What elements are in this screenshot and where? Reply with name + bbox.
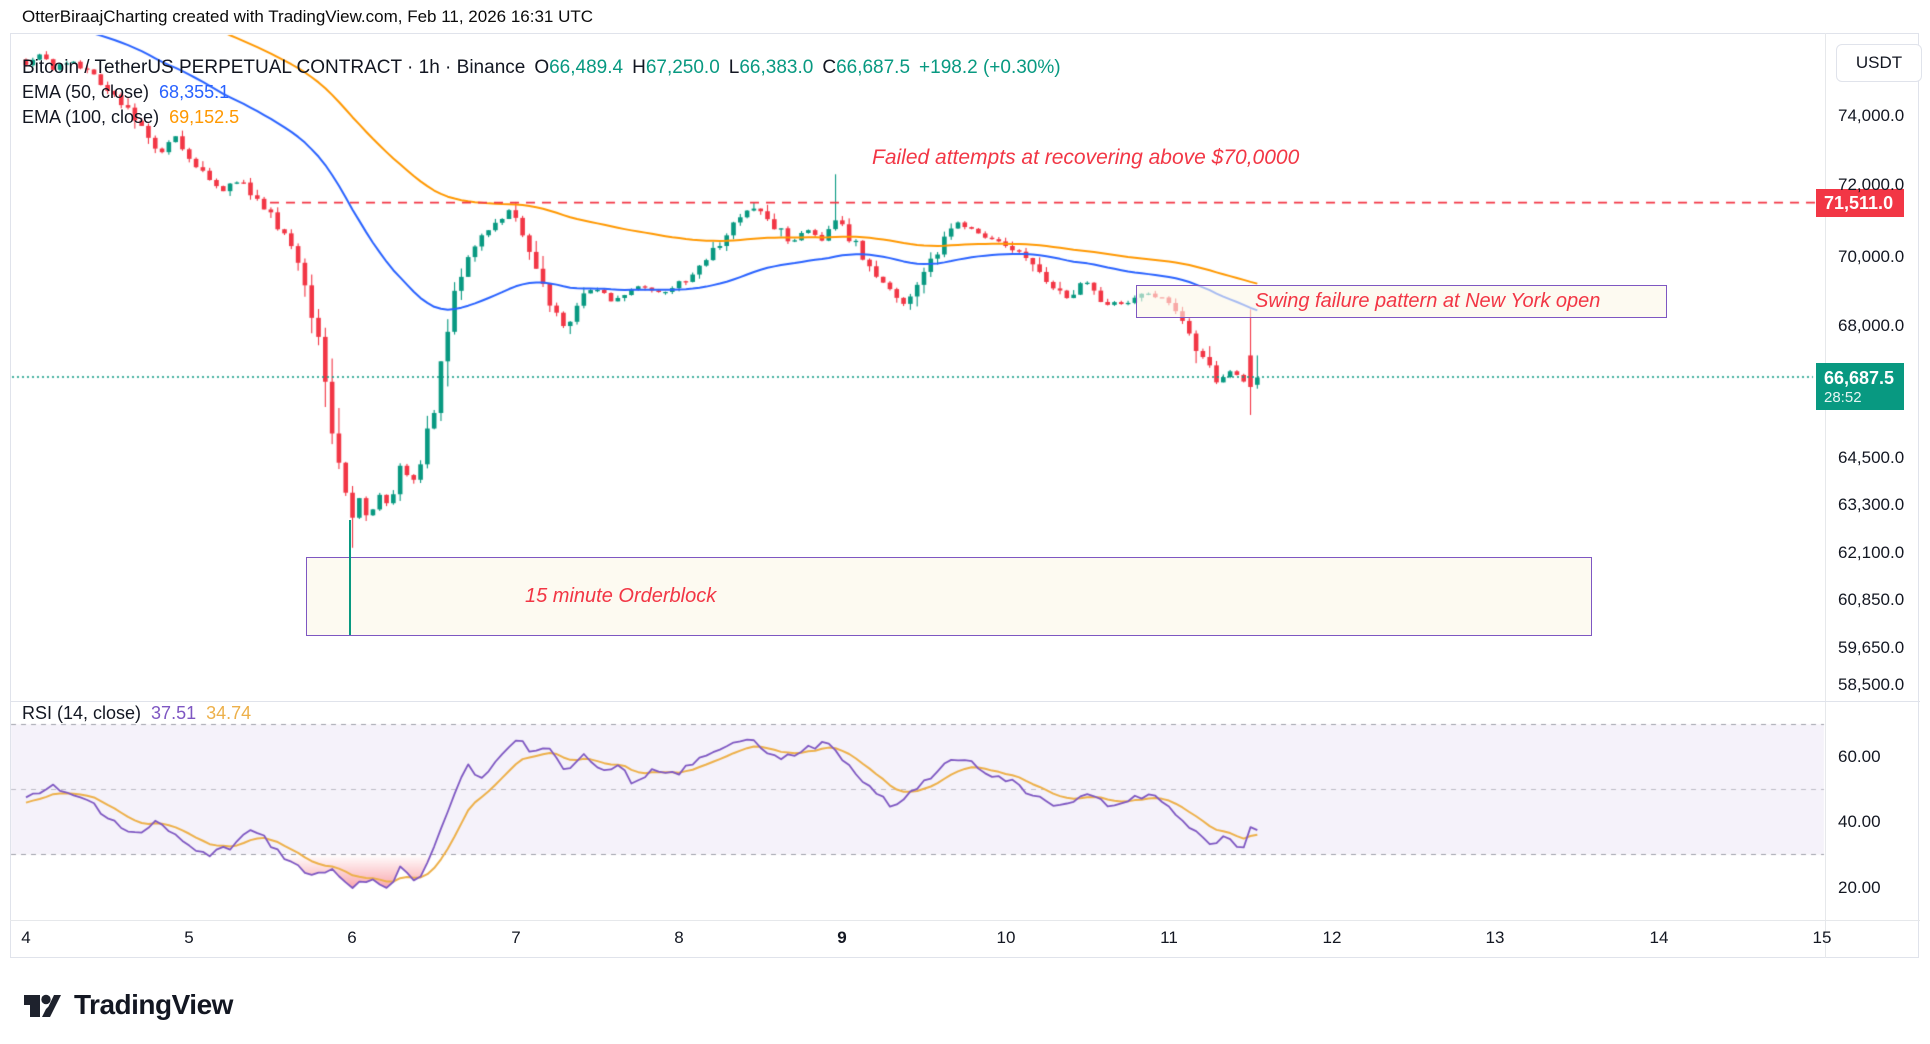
swing-failure-annotation: Swing failure pattern at New York open [1255, 290, 1601, 312]
high-letter: H [632, 57, 646, 78]
tradingview-logo-icon [24, 994, 61, 1017]
time-axis-label: 4 [21, 928, 31, 947]
price-axis-label: 74,000.0 [1838, 106, 1905, 125]
open-letter: O [534, 57, 550, 78]
price-axis-label: 64,500.0 [1838, 448, 1905, 467]
price-axis-label: 62,100.0 [1838, 543, 1905, 562]
pane-divider[interactable] [10, 701, 1920, 702]
price-axis-separator [1825, 33, 1826, 958]
rsi-axis-label: 40.00 [1838, 812, 1881, 831]
attribution-text: OtterBiraajCharting created with Trading… [22, 7, 594, 26]
tradingview-logo[interactable]: TradingView [20, 983, 233, 1027]
time-axis-divider [10, 920, 1920, 921]
low-letter: L [728, 57, 740, 78]
rsi-axis-label: 60.00 [1838, 747, 1881, 766]
symbol-title: Bitcoin / TetherUS PERPETUAL CONTRACT · … [22, 57, 526, 78]
rsi-label: RSI (14, close) [22, 703, 142, 723]
currency-axis-button[interactable]: USDT [1836, 44, 1922, 82]
close-letter: C [822, 57, 837, 78]
ema50-label: EMA (50, close) [22, 82, 150, 102]
rsi-ma-value: 34.74 [206, 703, 252, 723]
ema100-legend-row[interactable]: EMA (100, close) 69,152.5 [22, 106, 1061, 129]
failed-attempts-annotation[interactable]: Failed attempts at recovering above $70,… [872, 146, 1300, 169]
time-axis-label: 14 [1649, 928, 1669, 947]
ema100-label: EMA (100, close) [22, 107, 160, 127]
time-axis-label: 7 [511, 928, 521, 947]
change-value: +198.2 (+0.30%) [919, 57, 1061, 78]
price-axis-label: 63,300.0 [1838, 495, 1905, 514]
vertical-line-drawing[interactable] [349, 520, 351, 635]
price-axis-label: 72,000.0 [1838, 175, 1905, 194]
time-axis-label: 9 [837, 928, 847, 947]
open-value: 66,489.4 [549, 57, 624, 78]
price-axis-label: 60,850.0 [1838, 590, 1905, 609]
ema50-value: 68,355.1 [159, 82, 230, 102]
rsi-axis-label: 20.00 [1838, 878, 1881, 897]
ema50-legend-row[interactable]: EMA (50, close) 68,355.1 [22, 81, 1061, 104]
ema100-value: 69,152.5 [169, 107, 240, 127]
price-axis-label: 59,650.0 [1838, 638, 1905, 657]
chart-legend: Bitcoin / TetherUS PERPETUAL CONTRACT · … [22, 56, 1061, 129]
price-axis-label: 70,000.0 [1838, 247, 1905, 266]
time-axis-label: 12 [1322, 928, 1342, 947]
bar-countdown: 28:52 [1824, 388, 1862, 406]
orderblock-box[interactable]: 15 minute Orderblock [306, 557, 1592, 636]
resistance-price-tag: 71,511.0 [1816, 189, 1904, 217]
price-axis-label: 68,000.0 [1838, 316, 1905, 335]
close-value: 66,687.5 [836, 57, 911, 78]
symbol-legend-row[interactable]: Bitcoin / TetherUS PERPETUAL CONTRACT · … [22, 56, 1061, 79]
orderblock-annotation: 15 minute Orderblock [525, 585, 717, 607]
time-axis-label: 6 [347, 928, 357, 947]
swing-failure-box[interactable]: Swing failure pattern at New York open [1136, 285, 1667, 318]
resistance-price-value: 71,511.0 [1824, 192, 1894, 213]
last-price-value: 66,687.5 [1824, 367, 1895, 388]
time-axis-label: 13 [1485, 928, 1505, 947]
time-axis-label: 11 [1160, 928, 1178, 947]
price-axis-label: 58,500.0 [1838, 675, 1905, 694]
rsi-value: 37.51 [151, 703, 197, 723]
time-axis-label: 8 [674, 928, 684, 947]
high-value: 67,250.0 [645, 57, 720, 78]
time-axis-label: 15 [1812, 928, 1832, 947]
time-axis-label: 5 [184, 928, 194, 947]
currency-label: USDT [1855, 53, 1903, 72]
time-axis-label: 10 [996, 928, 1016, 947]
last-price-tag: 66,687.5 28:52 [1816, 363, 1904, 410]
rsi-legend-row[interactable]: RSI (14, close) 37.51 34.74 [22, 703, 251, 724]
low-value: 66,383.0 [739, 57, 814, 78]
tradingview-logo-text: TradingView [74, 989, 233, 1020]
